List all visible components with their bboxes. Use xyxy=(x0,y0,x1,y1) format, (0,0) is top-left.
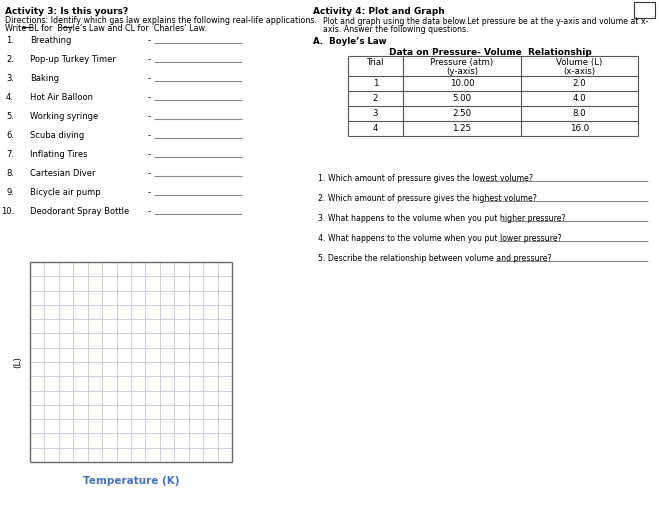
Text: 8.: 8. xyxy=(6,169,14,178)
Text: Breathing: Breathing xyxy=(30,36,71,45)
Text: -: - xyxy=(148,36,151,45)
Text: Pressure (atm): Pressure (atm) xyxy=(430,58,494,67)
Text: -: - xyxy=(148,131,151,140)
Text: 4. What happens to the volume when you put lower pressure?: 4. What happens to the volume when you p… xyxy=(318,234,561,243)
Text: Baking: Baking xyxy=(30,74,59,83)
Text: 1.25: 1.25 xyxy=(453,124,472,133)
Text: -: - xyxy=(148,169,151,178)
Text: Cartesian Diver: Cartesian Diver xyxy=(30,169,96,178)
Text: Data on Pressure- Volume  Relationship: Data on Pressure- Volume Relationship xyxy=(389,48,591,57)
Text: Volume (L): Volume (L) xyxy=(556,58,602,67)
Text: Write BL for  Boyle’s Law and CL for  Charles’ Law.: Write BL for Boyle’s Law and CL for Char… xyxy=(5,24,207,33)
Text: 3: 3 xyxy=(373,109,378,118)
Bar xyxy=(634,2,655,18)
Text: (y-axis): (y-axis) xyxy=(446,67,478,76)
Text: 3.: 3. xyxy=(6,74,14,83)
Text: Pop-up Turkey Timer: Pop-up Turkey Timer xyxy=(30,55,116,64)
Text: 2.50: 2.50 xyxy=(453,109,472,118)
Text: Activity 4: Plot and Graph: Activity 4: Plot and Graph xyxy=(313,7,445,16)
Text: 1. Which amount of pressure gives the lowest volume?: 1. Which amount of pressure gives the lo… xyxy=(318,174,533,183)
Text: Inflating Tires: Inflating Tires xyxy=(30,150,88,159)
Text: 4.: 4. xyxy=(6,93,14,102)
Text: Working syringe: Working syringe xyxy=(30,112,98,121)
Text: -: - xyxy=(148,74,151,83)
Text: Hot Air Balloon: Hot Air Balloon xyxy=(30,93,93,102)
Text: 1: 1 xyxy=(373,79,378,88)
Text: axis. Answer the following questions.: axis. Answer the following questions. xyxy=(323,25,469,34)
Text: Temperature (K): Temperature (K) xyxy=(83,476,179,486)
Text: 2: 2 xyxy=(373,94,378,103)
Text: 2. Which amount of pressure gives the highest volume?: 2. Which amount of pressure gives the hi… xyxy=(318,194,537,203)
Text: Bicycle air pump: Bicycle air pump xyxy=(30,188,101,197)
Text: -: - xyxy=(148,93,151,102)
Text: Activity 3: Is this yours?: Activity 3: Is this yours? xyxy=(5,7,129,16)
Text: Directions: Identify which gas law explains the following real-life applications: Directions: Identify which gas law expla… xyxy=(5,16,317,25)
Text: -: - xyxy=(148,55,151,64)
Text: 9.: 9. xyxy=(6,188,14,197)
Text: -: - xyxy=(148,188,151,197)
Text: -: - xyxy=(148,112,151,121)
Text: -: - xyxy=(148,150,151,159)
Text: Trial: Trial xyxy=(367,58,384,67)
Text: 4: 4 xyxy=(373,124,378,133)
Text: 5.: 5. xyxy=(6,112,14,121)
Text: 8.0: 8.0 xyxy=(573,109,587,118)
Text: 7.: 7. xyxy=(6,150,14,159)
Text: 10.: 10. xyxy=(1,207,14,216)
Text: -: - xyxy=(148,207,151,216)
Text: 6.: 6. xyxy=(6,131,14,140)
Text: 3. What happens to the volume when you put higher pressure?: 3. What happens to the volume when you p… xyxy=(318,214,565,223)
Text: 10.00: 10.00 xyxy=(449,79,474,88)
Text: Plot and graph using the data below.Let pressure be at the y-axis and volume at : Plot and graph using the data below.Let … xyxy=(323,17,648,26)
Text: 5. Describe the relationship between volume and pressure?: 5. Describe the relationship between vol… xyxy=(318,254,552,263)
Text: Scuba diving: Scuba diving xyxy=(30,131,84,140)
Text: A.  Boyle’s Law: A. Boyle’s Law xyxy=(313,37,387,46)
Text: 2.: 2. xyxy=(6,55,14,64)
Text: 2.0: 2.0 xyxy=(573,79,587,88)
Text: 16.0: 16.0 xyxy=(570,124,589,133)
Text: 5.00: 5.00 xyxy=(453,94,472,103)
Text: 1.: 1. xyxy=(6,36,14,45)
Text: 4.0: 4.0 xyxy=(573,94,587,103)
Text: (x-axis): (x-axis) xyxy=(563,67,596,76)
Text: (L): (L) xyxy=(13,356,22,368)
Text: Deodorant Spray Bottle: Deodorant Spray Bottle xyxy=(30,207,129,216)
